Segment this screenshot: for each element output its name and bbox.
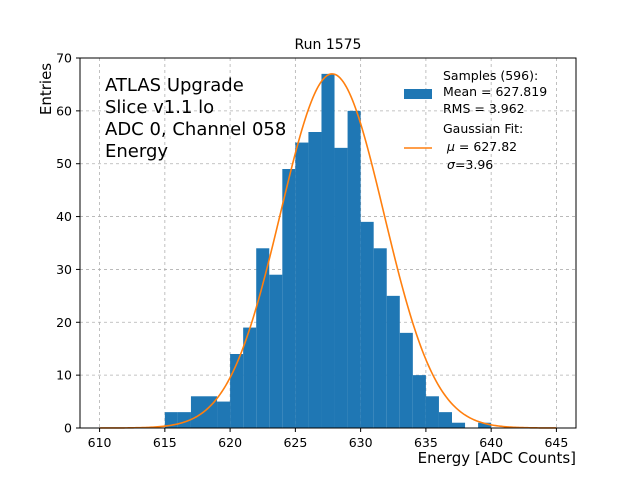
histogram-bar xyxy=(386,295,400,428)
annotation-line-3: ADC 0, Channel 058 xyxy=(105,119,286,140)
plot-frame xyxy=(79,57,577,429)
histogram-bar xyxy=(360,221,374,428)
legend-rms-label: RMS = 3.962 xyxy=(443,101,525,116)
x-tick-label: 640 xyxy=(479,435,503,450)
legend-sigma-symbol: σ xyxy=(447,157,456,172)
x-tick-label: 625 xyxy=(283,435,307,450)
histogram-bar xyxy=(347,110,361,428)
x-tick-label: 620 xyxy=(218,435,242,450)
legend-sigma-value: =3.96 xyxy=(455,157,493,172)
histogram-bar xyxy=(256,248,270,428)
x-tick-label: 635 xyxy=(414,435,438,450)
histogram-bar xyxy=(282,169,296,428)
histogram-bar xyxy=(438,412,452,428)
legend-mean-label: Mean = 627.819 xyxy=(443,84,547,99)
legend-samples-label: Samples (596): xyxy=(443,68,538,83)
histogram-bar xyxy=(321,73,335,428)
legend: Samples (596): Mean = 627.819 RMS = 3.96… xyxy=(404,68,547,172)
legend-mu-line: μ = 627.82 xyxy=(446,139,517,154)
y-axis-ticks: 0 10 20 30 40 50 60 70 xyxy=(56,51,80,436)
y-axis-label: Entries xyxy=(37,63,55,115)
legend-mu-value: = 627.82 xyxy=(455,139,517,154)
histogram-bar xyxy=(399,332,413,428)
x-tick-label: 645 xyxy=(544,435,568,450)
legend-sigma-line: σ=3.96 xyxy=(447,157,493,172)
histogram-bar xyxy=(478,422,492,428)
y-tick-label: 50 xyxy=(56,156,72,171)
x-tick-label: 615 xyxy=(153,435,177,450)
gaussian-fit-curve xyxy=(99,73,557,429)
histogram-bar xyxy=(334,147,348,428)
y-tick-label: 30 xyxy=(56,262,72,277)
legend-fit-label: Gaussian Fit: xyxy=(443,121,523,136)
x-tick-label: 630 xyxy=(349,435,373,450)
chart-title: Run 1575 xyxy=(295,37,362,53)
y-tick-label: 40 xyxy=(56,209,72,224)
histogram-bar xyxy=(243,327,257,428)
y-tick-label: 10 xyxy=(56,368,72,383)
histogram-bar xyxy=(217,401,231,428)
annotation-line-2: Slice v1.1 lo xyxy=(105,97,214,118)
histogram-bar xyxy=(269,274,283,428)
x-tick-label: 610 xyxy=(88,435,112,450)
annotation-line-4: Energy xyxy=(105,141,168,162)
x-axis-label: Energy [ADC Counts] xyxy=(418,449,576,467)
histogram-bar xyxy=(412,375,426,428)
legend-mu-symbol: μ xyxy=(446,139,455,154)
histogram-bar xyxy=(204,396,218,428)
histogram-bar xyxy=(308,132,322,428)
histogram-bar xyxy=(295,142,309,429)
histogram-bar xyxy=(177,412,191,428)
x-axis-ticks: 610 615 620 625 630 635 640 645 xyxy=(88,428,568,450)
annotation-block: ATLAS Upgrade Slice v1.1 lo ADC 0, Chann… xyxy=(105,75,286,162)
y-tick-label: 60 xyxy=(56,103,72,118)
y-tick-label: 20 xyxy=(56,315,72,330)
histogram-bar xyxy=(425,396,439,428)
histogram-bar xyxy=(452,422,466,428)
histogram-bar xyxy=(373,248,387,428)
legend-samples-swatch xyxy=(404,89,432,99)
y-tick-label: 70 xyxy=(56,51,72,66)
y-tick-label: 0 xyxy=(64,421,72,436)
histogram-bar xyxy=(190,396,204,428)
annotation-line-1: ATLAS Upgrade xyxy=(105,75,244,96)
